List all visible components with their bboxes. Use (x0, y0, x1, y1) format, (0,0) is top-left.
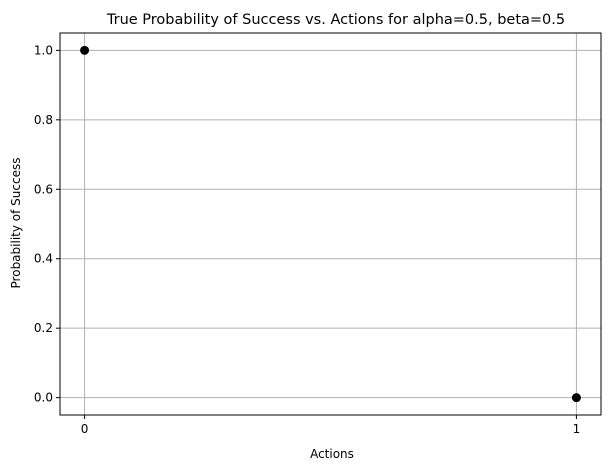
y-tick-label: 0.0 (34, 391, 53, 405)
data-point (571, 393, 581, 403)
x-tick-label: 0 (81, 422, 89, 436)
y-tick-label: 0.4 (34, 252, 53, 266)
x-axis-label: Actions (310, 447, 354, 461)
x-tick-label: 1 (573, 422, 581, 436)
y-axis-ticks: 0.0 0.2 0.4 0.6 0.8 1.0 (34, 43, 60, 405)
y-tick-label: 0.6 (34, 182, 53, 196)
data-points (80, 45, 581, 403)
data-point (80, 45, 90, 55)
y-tick-label: 0.2 (34, 321, 53, 335)
y-tick-label: 1.0 (34, 43, 53, 57)
y-tick-label: 0.8 (34, 113, 53, 127)
y-axis-label: Probability of Success (9, 158, 23, 289)
plot-area-frame (59, 32, 602, 416)
chart-title: True Probability of Success vs. Actions … (106, 12, 565, 28)
grid-lines (60, 33, 601, 415)
